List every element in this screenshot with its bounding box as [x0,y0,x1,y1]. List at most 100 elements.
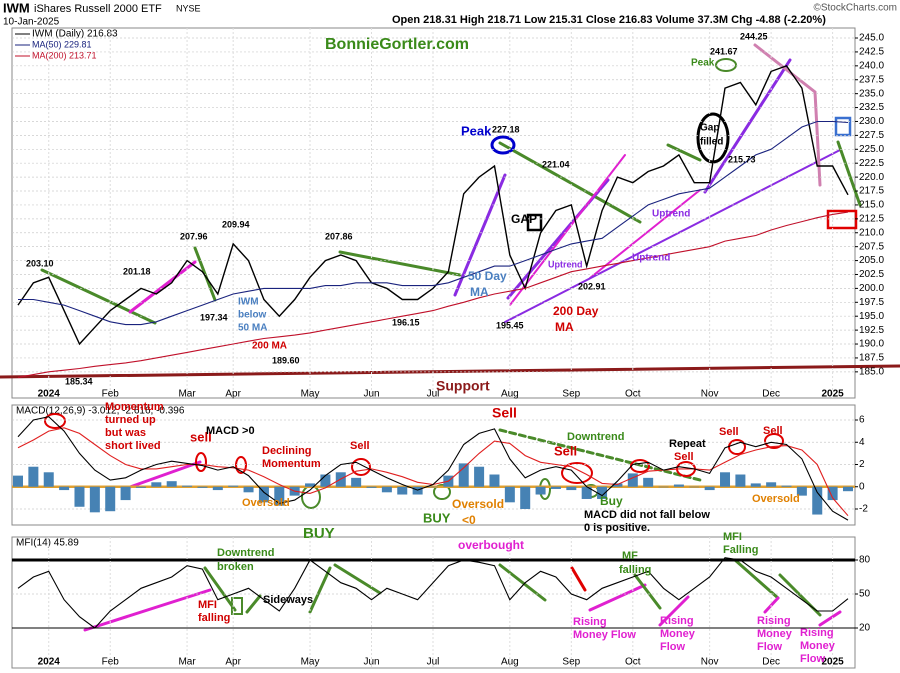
histogram-bar [612,483,623,487]
annotation: 196.15 [392,317,420,327]
security-name: iShares Russell 2000 ETF [34,3,162,15]
annotation: 241.67 [710,46,738,56]
annotation: Declining [262,445,312,457]
annotation: 50 Day [468,269,507,283]
histogram-bar [796,486,807,496]
y-tick-label: 4 [859,437,865,448]
annotation: 227.18 [492,124,520,134]
y-tick-label: 205.0 [859,255,884,266]
histogram-bar [581,486,592,499]
annotation: Rising [660,615,694,627]
histogram-bar [750,483,761,487]
annotation: MA [555,320,574,334]
y-tick-label: 242.5 [859,47,884,58]
annotation: Falling [723,544,758,556]
annotation: Downtrend [567,431,624,443]
x-tick-label: Nov [701,657,719,668]
x-tick-label: Jun [363,657,379,668]
histogram-bar [89,486,100,513]
marker-box [826,209,858,230]
annotation: MFI [198,599,217,611]
annotation: 207.96 [180,231,208,241]
annotation: MFI [723,531,742,543]
annotation: 221.04 [542,159,570,169]
y-tick-label: 235.0 [859,88,884,99]
macd-panel [11,404,856,526]
annotation: 203.10 [26,258,54,268]
panel-0: 185.0 187.5 190.0 192.5 195.0 197.5 200.0 202.5… [12,28,884,400]
annotation: Downtrend [217,547,274,559]
exchange: NYSE [176,3,201,13]
annotation: Gap [700,123,719,134]
series-line [17,64,849,346]
x-tick-label: May [301,657,320,668]
x-tick-label: Dec [762,389,780,400]
histogram-bar [243,486,254,493]
y-tick-label: 210.0 [859,227,884,238]
x-tick-label: 2024 [38,389,61,400]
y-tick-label: 207.5 [859,241,884,252]
x-tick-label: Jul [427,657,440,668]
mfi-panel [11,536,856,669]
series-line [17,557,849,629]
annotation: 244.25 [740,31,768,41]
annotation: falling [619,564,651,576]
histogram-bar [381,486,392,493]
annotation: 189.60 [272,355,300,365]
annotation: Flow [800,653,825,665]
annotation: 50 MA [238,323,267,334]
histogram-bar [366,486,377,488]
trend-line [666,143,702,162]
annotation: Rising [573,616,607,628]
panel-2: 20 50 80 2024 Feb Mar Apr May Jun Jul Aug Sep Oct Nov… [12,531,871,668]
histogram-bar [704,486,715,491]
trend-line [836,140,862,207]
y-tick-label: 240.0 [859,60,884,71]
histogram-bar [535,486,546,495]
y-tick-label: 197.5 [859,297,884,308]
histogram-bar [120,486,131,501]
trend-lines [0,43,900,632]
annotation: but was [105,427,146,439]
legend-entry: IWM (Daily) 216.83 [32,29,118,40]
annotation: Uptrend [548,259,583,269]
annotation: Sell [554,443,577,458]
annotation: Sell [719,426,739,438]
y-tick-label: 215.0 [859,200,884,211]
histogram-bar [766,482,777,487]
trend-line [193,246,217,302]
annotation: Uptrend [652,209,690,220]
x-tick-label: 2024 [38,657,61,668]
histogram-bar [550,486,561,489]
arrow [308,566,332,614]
annotation: BUY [303,525,335,542]
histogram-bar [135,486,146,488]
histogram-bar [228,485,239,487]
y-tick-label: 6 [859,415,865,426]
annotation: Momentum [105,401,164,413]
histogram-bar [274,486,285,506]
y-tick-label: 20 [859,623,871,634]
histogram-bar [427,486,438,488]
trend-line [128,460,202,489]
histogram-bar [151,482,162,487]
symbol: IWM [3,0,30,15]
annotation: Flow [660,641,685,653]
histogram-bar [397,486,408,495]
y-tick-label: 230.0 [859,116,884,127]
annotation: Sell [763,425,783,437]
histogram-bar [43,472,54,487]
annotation: GAP [511,212,537,226]
histogram-bar [458,463,469,487]
annotation: IWM [238,297,259,308]
y-tick-label: 237.5 [859,74,884,85]
histogram-bar [504,486,515,503]
annotation: 200 Day [553,304,599,318]
arrow [570,566,587,592]
annotation: 201.18 [123,266,151,276]
marker-circle [44,413,66,429]
y-tick-label: 245.0 [859,33,884,44]
histogram-bar [720,472,731,487]
annotation: Sell [492,405,517,421]
marker-circle [764,433,784,449]
